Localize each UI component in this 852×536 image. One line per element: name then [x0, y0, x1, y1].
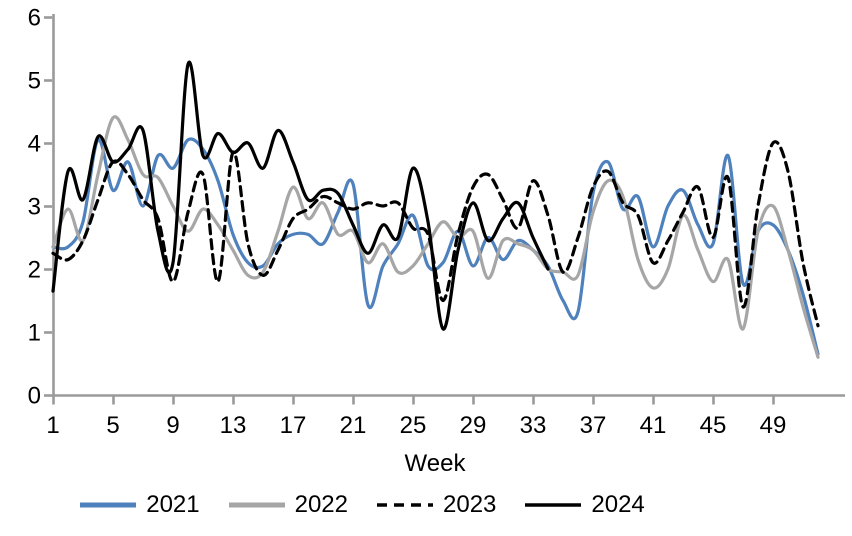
x-tick-label: 37	[580, 412, 607, 439]
y-tick-label: 5	[28, 68, 41, 95]
y-tick-label: 4	[28, 131, 41, 158]
x-tick-label: 33	[520, 412, 547, 439]
x-tick-label: 5	[106, 412, 119, 439]
legend-label-2021: 2021	[146, 491, 200, 518]
legend-item-2022: 2022	[228, 491, 348, 519]
y-tick-label: 3	[28, 194, 41, 221]
y-tick-label: 1	[28, 320, 41, 347]
x-tick-label: 49	[760, 412, 787, 439]
legend-label-2023: 2023	[443, 491, 497, 518]
x-tick-label: 45	[700, 412, 727, 439]
x-tick-label: 13	[220, 412, 247, 439]
x-tick-label: 9	[166, 412, 179, 439]
legend-line-2024	[525, 503, 582, 507]
series-line-2023	[51, 140, 820, 328]
x-tick-label: 25	[400, 412, 427, 439]
series-line-2024	[51, 60, 550, 331]
x-tick-label: 1	[46, 412, 59, 439]
series-line-2022	[51, 115, 820, 359]
series-line-2021	[51, 137, 820, 356]
x-tick-label: 29	[460, 412, 487, 439]
legend-line-2022	[228, 502, 285, 508]
legend-label-2024: 2024	[591, 491, 645, 518]
legend-label-2022: 2022	[294, 491, 348, 518]
legend-item-2021: 2021	[79, 491, 200, 519]
legend-item-2023: 2023	[376, 491, 496, 519]
legend: 2021 2022 2023 2024	[0, 491, 788, 519]
y-tick-label: 2	[28, 257, 41, 284]
x-tick-label: 41	[640, 412, 667, 439]
y-tick-label: 6	[28, 5, 41, 32]
legend-line-2023	[377, 503, 433, 507]
x-tick-label: 17	[280, 412, 307, 439]
legend-item-2024: 2024	[524, 491, 645, 519]
legend-line-2021	[80, 502, 137, 508]
x-axis-title: Week	[404, 450, 466, 477]
y-tick-label: 0	[28, 383, 41, 410]
x-tick-label: 21	[340, 412, 367, 439]
